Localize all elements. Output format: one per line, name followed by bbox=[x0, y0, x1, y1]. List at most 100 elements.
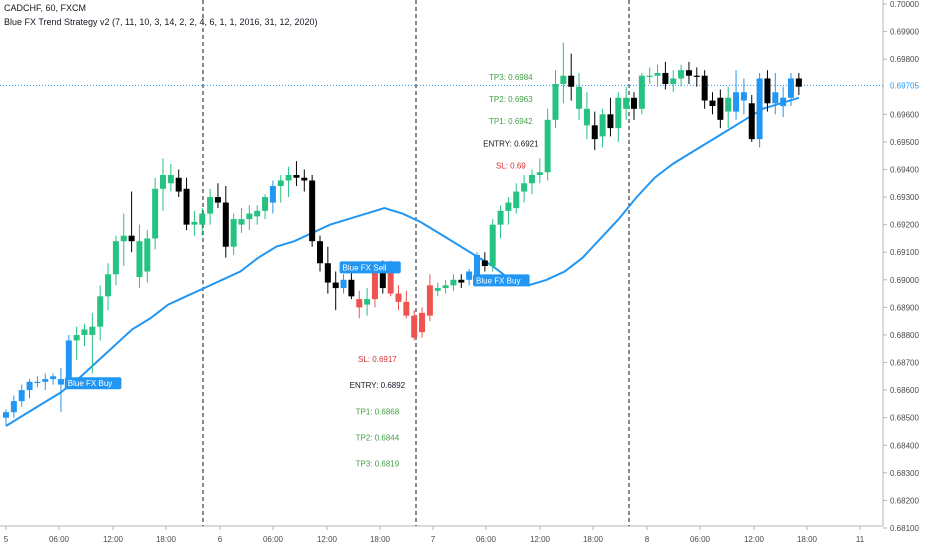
candle-body[interactable] bbox=[788, 78, 794, 98]
candle-body[interactable] bbox=[42, 379, 49, 382]
candle-body[interactable] bbox=[340, 279, 347, 289]
candle-body[interactable] bbox=[387, 268, 394, 294]
candle-body[interactable] bbox=[419, 312, 426, 333]
candle-body[interactable] bbox=[230, 219, 237, 247]
candle-body[interactable] bbox=[160, 174, 166, 189]
candle-body[interactable] bbox=[474, 254, 480, 278]
candle-body[interactable] bbox=[379, 271, 386, 289]
candle-body[interactable] bbox=[364, 299, 371, 305]
candle-body[interactable] bbox=[317, 241, 323, 264]
candle-body[interactable] bbox=[466, 271, 473, 280]
candle-body[interactable] bbox=[277, 180, 284, 187]
candle-body[interactable] bbox=[18, 390, 25, 402]
candle-body[interactable] bbox=[591, 125, 598, 140]
candle-body[interactable] bbox=[568, 75, 575, 87]
candle-body[interactable] bbox=[458, 279, 465, 283]
candle-body[interactable] bbox=[740, 92, 747, 101]
candle-body[interactable] bbox=[183, 188, 190, 225]
candle-body[interactable] bbox=[497, 210, 504, 225]
candle-body[interactable] bbox=[293, 174, 300, 178]
candle-body[interactable] bbox=[97, 296, 104, 327]
candle-body[interactable] bbox=[607, 114, 614, 129]
candle-body[interactable] bbox=[175, 177, 182, 192]
candle-body[interactable] bbox=[662, 72, 669, 84]
candle-body[interactable] bbox=[144, 238, 151, 272]
candle-body[interactable] bbox=[191, 221, 198, 225]
candle-body[interactable] bbox=[678, 70, 685, 79]
candle-body[interactable] bbox=[120, 235, 127, 242]
candle-body[interactable] bbox=[442, 285, 449, 289]
candle-body[interactable] bbox=[623, 97, 630, 109]
candle-body[interactable] bbox=[26, 381, 33, 391]
candle-body[interactable] bbox=[112, 241, 119, 275]
candle-body[interactable] bbox=[772, 92, 779, 104]
candle-body[interactable] bbox=[795, 78, 802, 87]
candle-body[interactable] bbox=[403, 301, 410, 316]
candle-body[interactable] bbox=[583, 108, 590, 126]
candle-body[interactable] bbox=[701, 75, 708, 101]
candle-body[interactable] bbox=[57, 379, 64, 385]
candle-body[interactable] bbox=[254, 210, 261, 217]
candle-body[interactable] bbox=[576, 86, 583, 109]
candle-body[interactable] bbox=[105, 274, 112, 297]
candle-body[interactable] bbox=[128, 235, 135, 242]
candle-body[interactable] bbox=[10, 401, 17, 413]
candle-body[interactable] bbox=[207, 197, 214, 214]
candle-body[interactable] bbox=[50, 376, 57, 380]
candle-body[interactable] bbox=[434, 288, 441, 291]
candle-body[interactable] bbox=[646, 75, 653, 77]
candle-body[interactable] bbox=[324, 263, 331, 283]
candle-body[interactable] bbox=[489, 224, 496, 266]
candle-body[interactable] bbox=[238, 219, 245, 225]
candle-body[interactable] bbox=[199, 213, 206, 225]
candle-body[interactable] bbox=[521, 183, 528, 192]
candle-body[interactable] bbox=[733, 92, 740, 112]
candle-body[interactable] bbox=[513, 191, 520, 209]
candle-body[interactable] bbox=[654, 72, 661, 76]
candle-body[interactable] bbox=[764, 78, 771, 104]
candle-body[interactable] bbox=[81, 329, 88, 335]
candle-body[interactable] bbox=[3, 412, 9, 418]
candle-body[interactable] bbox=[528, 174, 535, 184]
candle-body[interactable] bbox=[309, 180, 316, 242]
candle-body[interactable] bbox=[34, 381, 41, 384]
candle-body[interactable] bbox=[599, 114, 606, 137]
candle-body[interactable] bbox=[450, 279, 457, 286]
candle-body[interactable] bbox=[167, 174, 174, 184]
candle-body[interactable] bbox=[65, 340, 72, 380]
candle-body[interactable] bbox=[505, 202, 512, 211]
candle-body[interactable] bbox=[756, 78, 763, 140]
candle-body[interactable] bbox=[152, 188, 159, 239]
candle-body[interactable] bbox=[411, 315, 418, 338]
candle-body[interactable] bbox=[371, 271, 378, 300]
candle-body[interactable] bbox=[262, 197, 269, 211]
candle-body[interactable] bbox=[544, 119, 551, 173]
candle-body[interactable] bbox=[395, 293, 402, 302]
candle-body[interactable] bbox=[725, 97, 732, 112]
candle-body[interactable] bbox=[246, 213, 253, 220]
candle-body[interactable] bbox=[615, 97, 622, 129]
candle-body[interactable] bbox=[748, 103, 755, 140]
candle-body[interactable] bbox=[89, 326, 96, 335]
candle-body[interactable] bbox=[693, 75, 700, 77]
candle-body[interactable] bbox=[269, 186, 276, 203]
candle-body[interactable] bbox=[136, 241, 143, 278]
candle-body[interactable] bbox=[717, 97, 724, 120]
candle-body[interactable] bbox=[631, 97, 637, 109]
candle-body[interactable] bbox=[552, 83, 559, 120]
candle-body[interactable] bbox=[332, 282, 339, 289]
candle-body[interactable] bbox=[348, 279, 355, 297]
candle-body[interactable] bbox=[638, 75, 645, 109]
candle-body[interactable] bbox=[301, 177, 308, 181]
candle-body[interactable] bbox=[214, 197, 221, 203]
candle-body[interactable] bbox=[670, 78, 677, 84]
candle-body[interactable] bbox=[709, 100, 716, 107]
candle-body[interactable] bbox=[481, 260, 488, 266]
candle-body[interactable] bbox=[356, 299, 363, 308]
candle-body[interactable] bbox=[73, 334, 80, 341]
candle-body[interactable] bbox=[285, 174, 292, 181]
candle-body[interactable] bbox=[780, 97, 787, 107]
candle-body[interactable] bbox=[426, 285, 433, 316]
candle-body[interactable] bbox=[685, 70, 692, 76]
candle-body[interactable] bbox=[536, 172, 543, 175]
